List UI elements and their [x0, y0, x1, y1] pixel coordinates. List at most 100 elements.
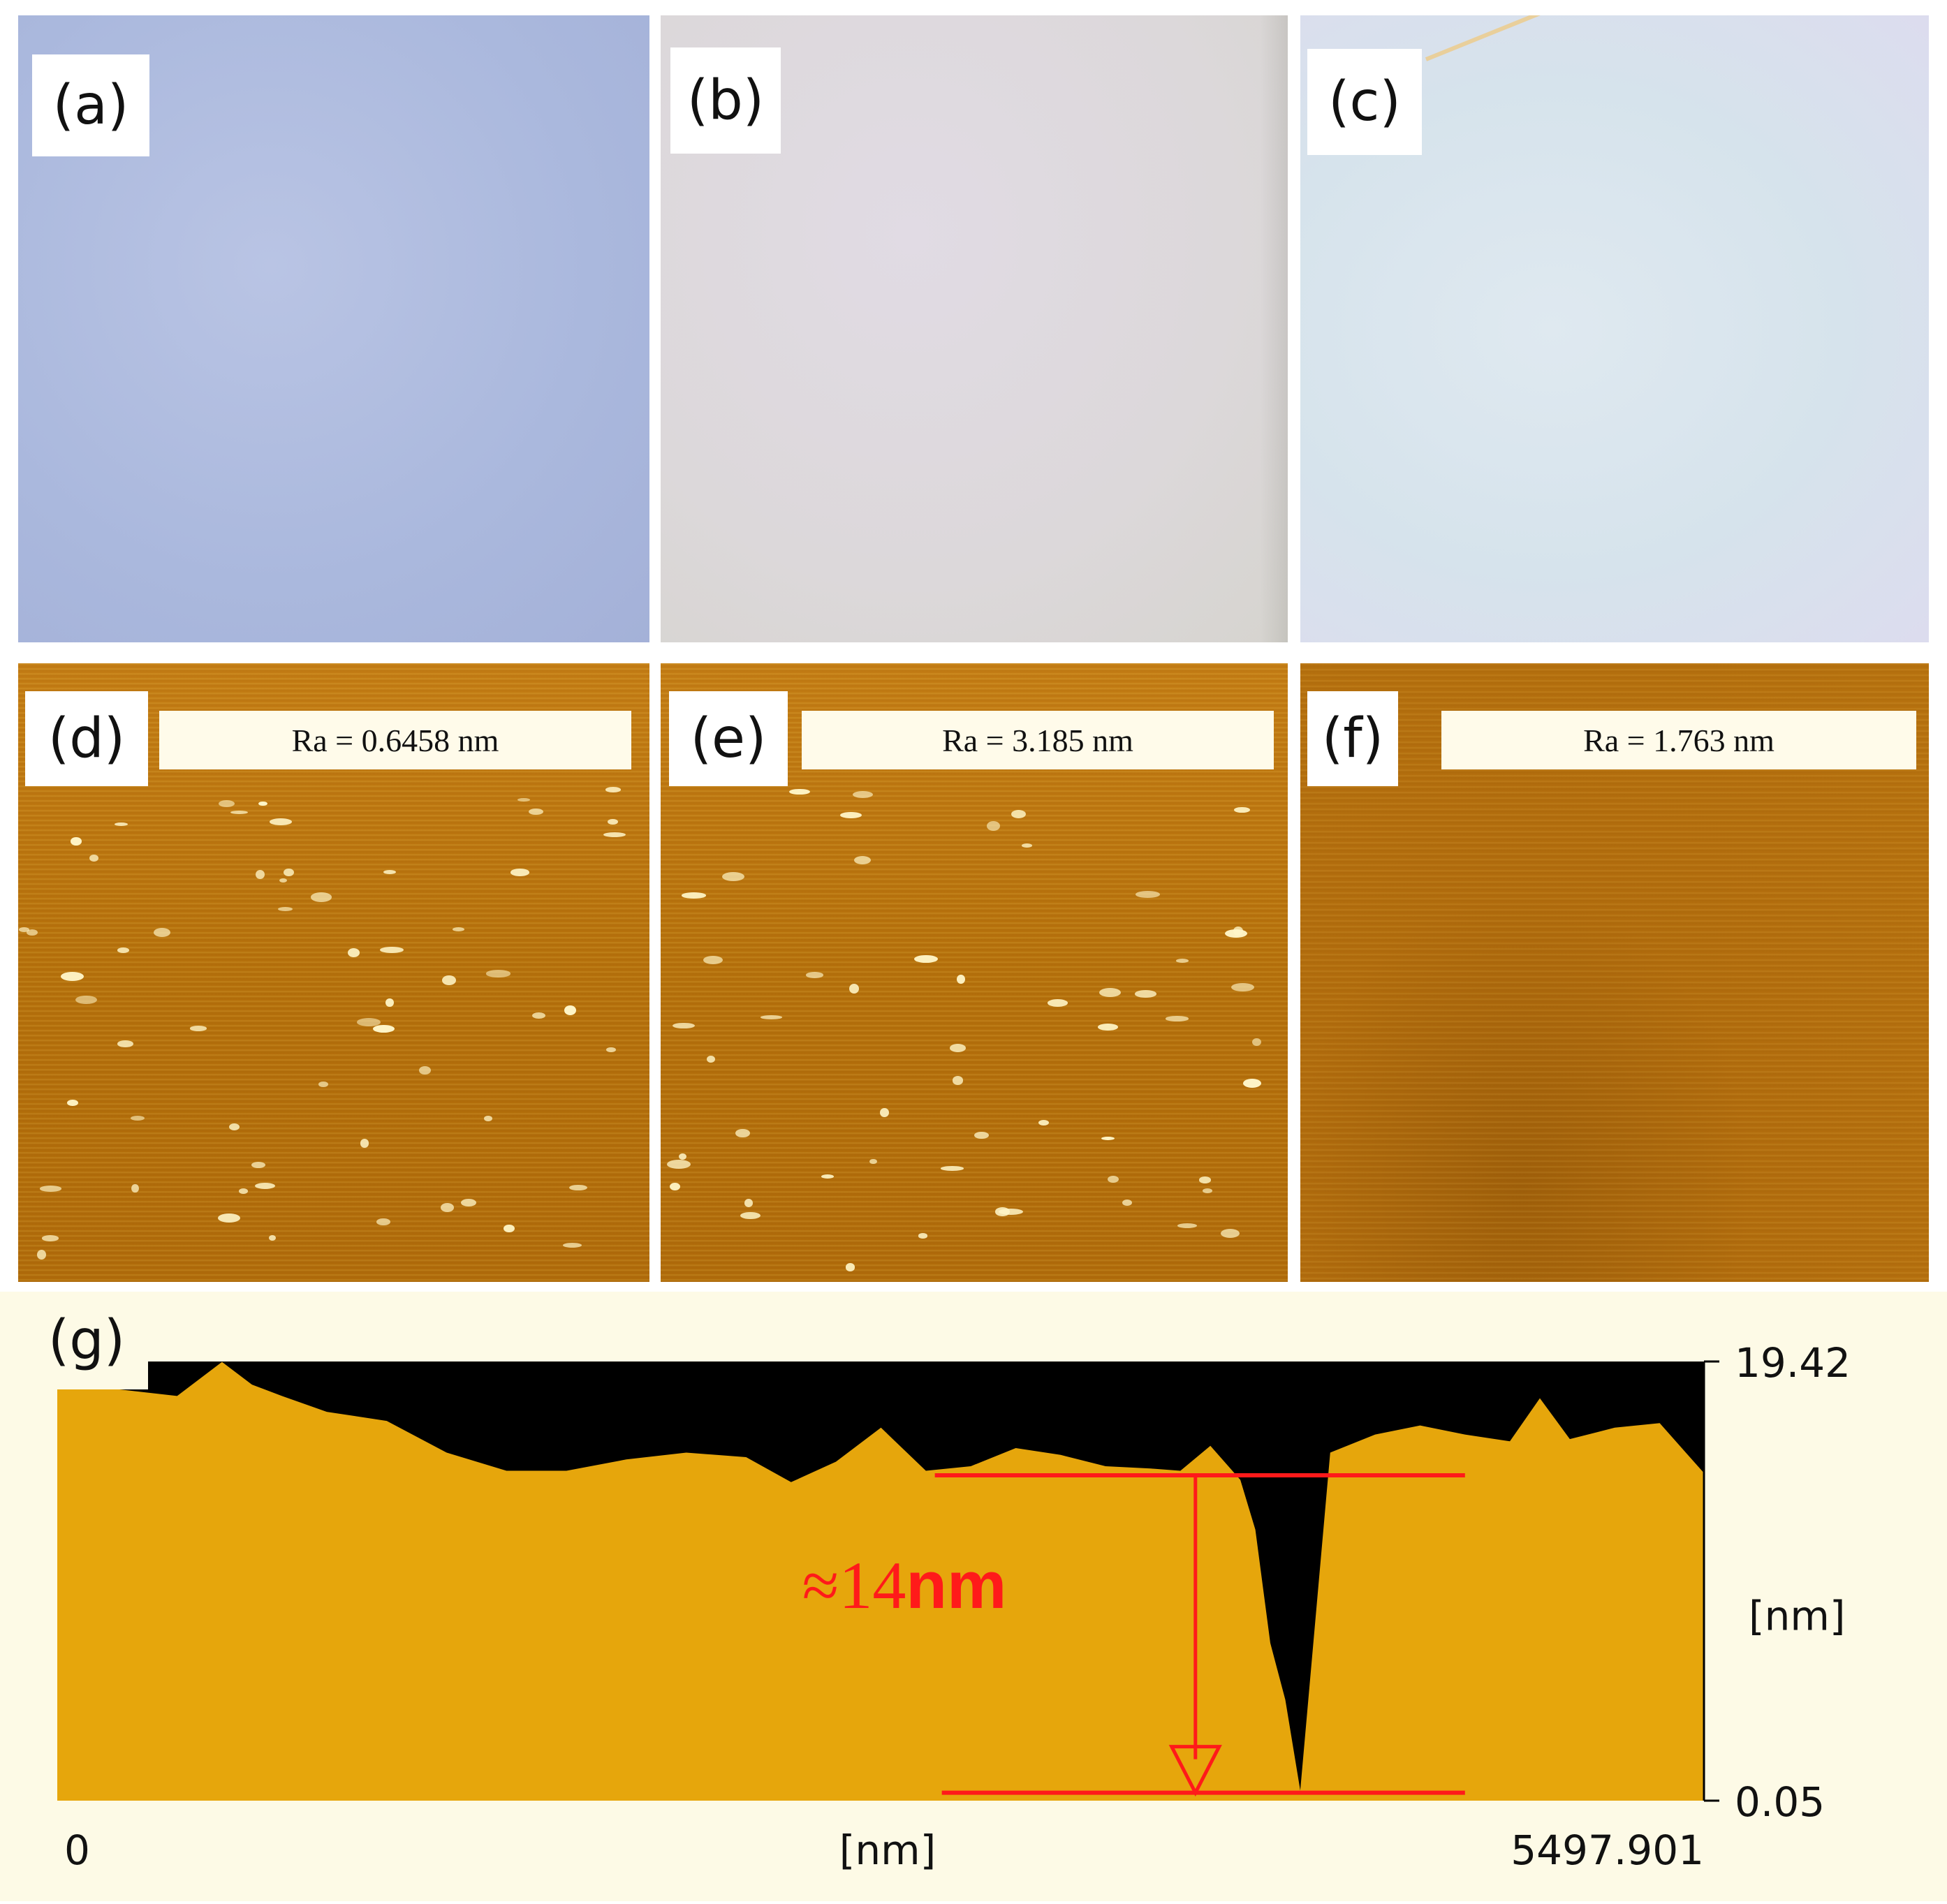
afm-particle	[310, 892, 332, 902]
afm-particle	[217, 1213, 240, 1223]
afm-particle	[1107, 1175, 1119, 1183]
afm-particle	[987, 821, 1001, 832]
afm-particle	[1022, 843, 1032, 848]
afm-particle	[154, 927, 171, 938]
afm-particle	[115, 822, 128, 827]
photo-b-edge-shadow	[1260, 15, 1288, 642]
afm-particle	[853, 791, 874, 799]
afm-particle	[603, 832, 626, 837]
afm-particle	[608, 819, 618, 825]
afm-particle	[1047, 999, 1068, 1007]
panel-f-label: (f)	[1307, 691, 1398, 786]
afm-particle	[484, 1116, 493, 1122]
afm-particle	[517, 797, 530, 802]
afm-particle	[18, 927, 29, 932]
afm-particle	[1202, 1188, 1212, 1193]
afm-particle	[279, 878, 287, 883]
afm-particle	[789, 788, 810, 795]
panel-e-label: (e)	[669, 691, 788, 786]
afm-particle	[1220, 1229, 1240, 1239]
afm-particle	[348, 948, 360, 958]
afm-particle	[75, 996, 97, 1005]
afm-particle	[441, 1203, 454, 1213]
afm-particle	[821, 1174, 834, 1179]
afm-particle	[840, 811, 862, 819]
afm-particle	[70, 837, 82, 846]
afm-particle	[442, 975, 456, 985]
afm-particle	[452, 927, 464, 932]
step-height-value: ≈14	[802, 1548, 906, 1623]
step-height-label: ≈14nm	[802, 1548, 1007, 1623]
afm-particle	[679, 1153, 686, 1160]
afm-particle	[941, 1166, 964, 1171]
afm-particle	[568, 1184, 587, 1191]
afm-particle	[67, 1099, 79, 1107]
afm-particle	[1135, 891, 1160, 898]
afm-particle	[913, 955, 938, 964]
afm-particle	[510, 869, 529, 876]
panel-g-label: (g)	[25, 1292, 148, 1389]
afm-particle	[532, 1012, 545, 1019]
panel-a-label: (a)	[32, 54, 149, 156]
x-axis-unit-label: [nm]	[839, 1826, 936, 1874]
afm-particle	[740, 1211, 761, 1220]
afm-particle	[670, 1182, 680, 1190]
afm-particle	[270, 818, 292, 825]
afm-particle	[284, 869, 294, 877]
afm-particle	[318, 1082, 328, 1088]
afm-particle	[1252, 1038, 1262, 1047]
afm-particle	[854, 856, 872, 865]
afm-particle	[805, 972, 823, 979]
afm-particle	[564, 1005, 577, 1016]
afm-particle	[130, 1116, 145, 1121]
afm-particle	[703, 955, 723, 965]
afm-particle	[974, 1131, 989, 1139]
afm-particle	[385, 998, 395, 1008]
afm-particle	[1101, 1136, 1115, 1140]
panel-f-roughness: Ra = 1.763 nm	[1441, 711, 1916, 769]
afm-particle	[268, 1234, 276, 1241]
panel-e-roughness: Ra = 3.185 nm	[802, 711, 1274, 769]
afm-particle	[1011, 809, 1027, 818]
afm-particle	[229, 1123, 240, 1131]
afm-particle	[562, 1243, 582, 1248]
afm-particle	[1234, 807, 1250, 813]
y-axis-unit-label: [nm]	[1749, 1593, 1846, 1640]
afm-particle	[918, 1233, 928, 1239]
panel-c-label: (c)	[1307, 49, 1422, 155]
afm-particle	[606, 1047, 616, 1053]
afm-particle	[60, 972, 84, 982]
y-tick-label-min: 0.05	[1735, 1778, 1825, 1826]
x-tick-label-max: 5497.901	[1511, 1826, 1704, 1874]
afm-particle	[1135, 990, 1157, 998]
afm-particle	[994, 1207, 1011, 1216]
step-height-unit: nm	[906, 1548, 1006, 1623]
afm-particle	[238, 1188, 249, 1195]
height-arrow-head	[1168, 1745, 1222, 1797]
afm-particle	[418, 1065, 432, 1075]
afm-particle	[957, 975, 965, 984]
afm-particle	[37, 1249, 47, 1260]
profile-chart: 19.42 0.05 [nm] 0 [nm] 5497.901 ≈14nm	[0, 1292, 1947, 1901]
afm-particle	[1233, 927, 1243, 936]
afm-particle	[131, 1183, 139, 1193]
afm-particle	[504, 1224, 515, 1233]
afm-particle	[278, 906, 293, 911]
afm-particle	[89, 854, 98, 862]
afm-particle	[1166, 1016, 1189, 1021]
afm-particle	[1122, 1200, 1132, 1206]
profile-height-area	[57, 1361, 1704, 1801]
afm-particle	[372, 1025, 395, 1033]
afm-particle	[999, 1208, 1024, 1215]
x-tick-label-min: 0	[64, 1826, 90, 1874]
photo-c-scratch	[1425, 15, 1570, 61]
afm-particle	[707, 1056, 715, 1063]
afm-particle	[1099, 987, 1122, 998]
afm-particle	[27, 929, 38, 936]
afm-particle	[40, 1186, 62, 1192]
afm-particle	[744, 1198, 754, 1207]
afm-particle	[376, 1218, 390, 1226]
afm-particle	[1038, 1120, 1049, 1126]
afm-particle	[666, 1160, 691, 1169]
afm-particle	[950, 1044, 966, 1053]
